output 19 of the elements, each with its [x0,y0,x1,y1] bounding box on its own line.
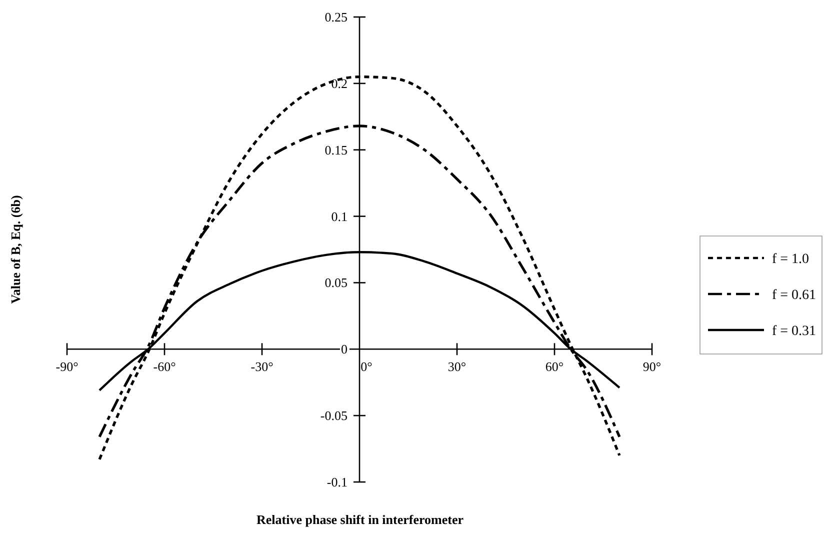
y-tick-label: 0 [341,342,348,357]
legend-label: f = 1.0 [772,252,810,267]
x-tick-label: -60° [153,359,176,374]
y-tick-label: 0.15 [324,142,348,158]
x-tick-label: 0° [360,359,372,374]
x-tick-label: -90° [56,359,78,374]
legend-label: f = 0.31 [772,324,816,339]
y-tick-label: -0.1 [326,474,348,490]
x-axis-title: Relative phase shift in interferometer [256,512,464,527]
y-tick-label: 0.25 [324,10,348,24]
x-tick-label: 60° [545,359,564,374]
y-tick-label: 0.05 [324,275,348,290]
x-tick-label: 30° [448,359,466,374]
x-tick-label: -30° [250,359,274,374]
legend-label: f = 0.61 [772,288,816,303]
y-axis-title: Value of B, Eq. (6b) [8,195,23,304]
y-tick-label: 0.1 [331,208,348,224]
y-tick-label: -0.05 [320,408,348,424]
x-tick-label: 90° [642,359,662,374]
